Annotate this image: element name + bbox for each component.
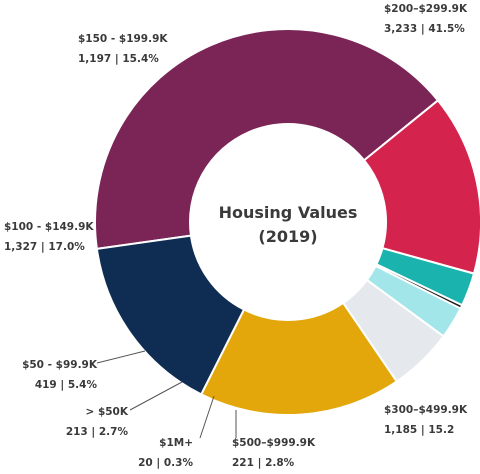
slice-label-value-5: 419 | 5.4%	[35, 379, 98, 391]
slice-label-value-7: 1,197 | 15.4%	[78, 53, 159, 65]
slice-label-name-1: $300–$499.9K	[384, 404, 468, 416]
slice-label-name-4: > $50K	[85, 406, 128, 418]
slice-label-name-3: $1M+	[159, 437, 193, 449]
leader-lines-group	[96, 350, 237, 439]
slice-label-name-0: $200–$299.9K	[384, 3, 468, 15]
slice-label-value-4: 213 | 2.7%	[66, 426, 129, 438]
chart-title-line1: Housing Values	[219, 203, 358, 222]
labels-group: $200–$299.9K 3,233 | 41.5% $300–$499.9K 1,1…	[4, 3, 468, 469]
slice-6	[199, 301, 399, 416]
slice-label-value-2: 221 | 2.8%	[232, 457, 295, 469]
slice-label-name-7: $150 - $199.9K	[78, 33, 168, 45]
chart-title-line2: (2019)	[258, 227, 317, 246]
leader-line-5	[96, 350, 146, 364]
slice-label-value-6: 1,327 | 17.0%	[4, 241, 85, 253]
leader-line-4	[129, 381, 183, 411]
slice-label-value-0: 3,233 | 41.5%	[384, 23, 465, 35]
slice-label-value-3: 20 | 0.3%	[138, 457, 193, 469]
slice-label-value-1: 1,185 | 15.2	[384, 424, 454, 436]
slice-label-name-2: $500–$999.9K	[232, 437, 316, 449]
slice-label-name-6: $100 - $149.9K	[4, 221, 94, 233]
slice-0	[94, 28, 440, 250]
slice-label-name-5: $50 - $99.9K	[22, 359, 98, 371]
leader-line-3	[199, 395, 215, 439]
slices-group	[94, 28, 480, 416]
slice-7	[95, 234, 246, 396]
